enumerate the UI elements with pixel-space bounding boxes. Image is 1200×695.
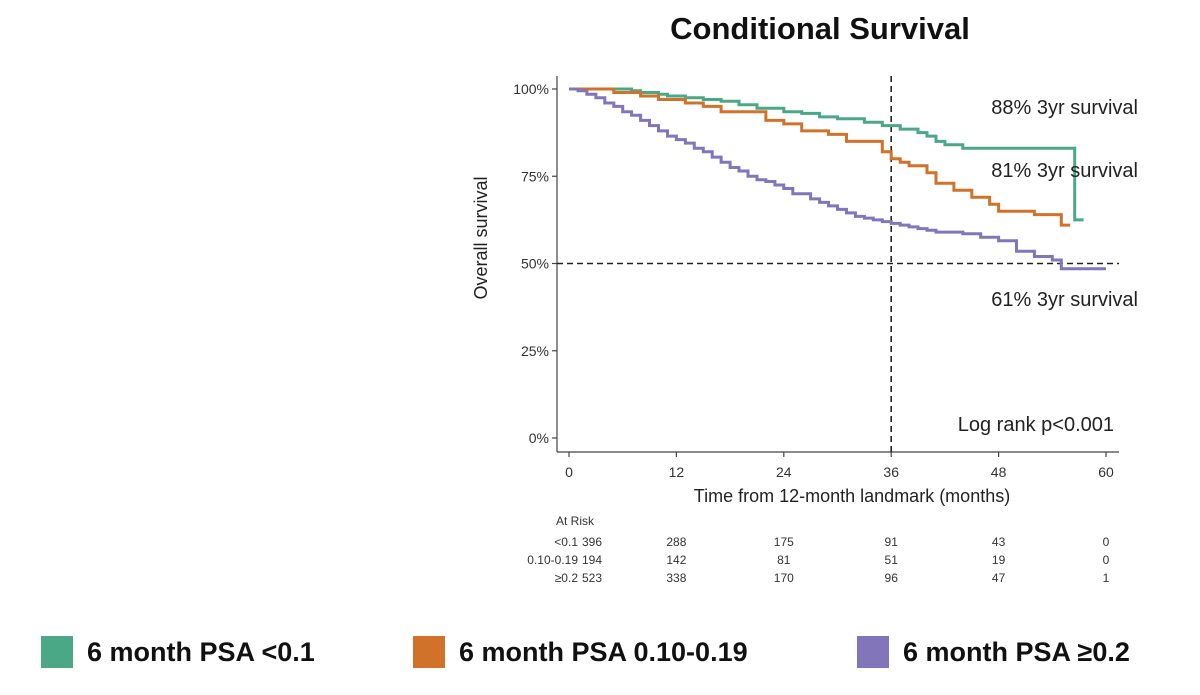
at-risk-title: At Risk [556, 514, 595, 528]
at-risk-row-label-psa-mid: 0.10-0.19 [527, 553, 578, 567]
annotation-log-rank: Log rank p<0.001 [958, 414, 1114, 436]
survival-curve-psa-high [569, 87, 1106, 271]
legend-swatch-psa-mid [413, 636, 445, 668]
legend-item-psa-low: 6 month PSA <0.1 [41, 636, 315, 668]
at-risk-count: 142 [666, 553, 686, 567]
y-axis-title: Overall survival [471, 176, 491, 299]
at-risk-count: 0 [1103, 535, 1110, 549]
legend-label-psa-high: 6 month PSA ≥0.2 [903, 636, 1130, 667]
legend-label-psa-mid: 6 month PSA 0.10-0.19 [459, 636, 748, 667]
at-risk-count: 91 [885, 535, 899, 549]
at-risk-count: 96 [885, 571, 899, 585]
at-risk-count: 0 [1103, 553, 1110, 567]
at-risk-row-label-psa-high: ≥0.2 [555, 571, 579, 585]
x-axis: 0 12 24 36 48 60 [557, 451, 1119, 480]
at-risk-count: 338 [666, 571, 686, 585]
y-tick-label: 25% [521, 343, 549, 359]
legend-swatch-psa-low [41, 636, 73, 668]
survival-chart: Conditional Survival 0%25%50%75%100% 0 12… [471, 11, 1138, 585]
legend-item-psa-high: 6 month PSA ≥0.2 [857, 636, 1130, 668]
at-risk-count: 288 [666, 535, 686, 549]
at-risk-count: 1 [1103, 571, 1110, 585]
legend-swatch-psa-high [857, 636, 889, 668]
x-tick-label: 60 [1098, 464, 1114, 480]
at-risk-count: 175 [774, 535, 794, 549]
x-tick-label: 24 [776, 464, 792, 480]
at-risk-count: 43 [992, 535, 1006, 549]
legend-item-psa-mid: 6 month PSA 0.10-0.19 [413, 636, 748, 668]
at-risk-row-label-psa-low: <0.1 [554, 535, 578, 549]
at-risk-count: 170 [774, 571, 794, 585]
x-tick-label: 48 [991, 464, 1007, 480]
annotation-psa-high-survival: 61% 3yr survival [991, 289, 1138, 311]
annotation-psa-mid-survival: 81% 3yr survival [991, 160, 1138, 182]
y-axis: 0% 25% 50% 75% 100% [513, 76, 558, 452]
at-risk-table: At Risk <0.1 396 288 175 91 43 00.10-0.19 194 14… [527, 514, 1109, 585]
y-tick-label: 100% [513, 81, 549, 97]
x-tick-label: 12 [669, 464, 685, 480]
reference-lines [557, 76, 1119, 452]
at-risk-count: 47 [992, 571, 1006, 585]
survival-curves [569, 87, 1106, 271]
x-tick-label: 36 [883, 464, 899, 480]
at-risk-count: 81 [777, 553, 791, 567]
at-risk-count: 194 [582, 553, 602, 567]
at-risk-count: 19 [992, 553, 1006, 567]
y-tick-label: 0% [529, 430, 549, 446]
x-tick-label: 0 [565, 464, 573, 480]
at-risk-count: 51 [885, 553, 899, 567]
y-tick-label: 75% [521, 168, 549, 184]
survival-curve-psa-low [569, 87, 1084, 222]
legend-label-psa-low: 6 month PSA <0.1 [87, 636, 315, 667]
y-tick-label: 50% [521, 256, 549, 272]
survival-curve-psa-mid [569, 87, 1071, 227]
chart-title: Conditional Survival [670, 11, 970, 46]
at-risk-count: 396 [582, 535, 602, 549]
legend: 6 month PSA <0.1 6 month PSA 0.10-0.19 6… [0, 636, 1200, 686]
at-risk-count: 523 [582, 571, 602, 585]
annotation-psa-low-survival: 88% 3yr survival [991, 97, 1138, 119]
x-axis-title: Time from 12-month landmark (months) [694, 486, 1010, 506]
